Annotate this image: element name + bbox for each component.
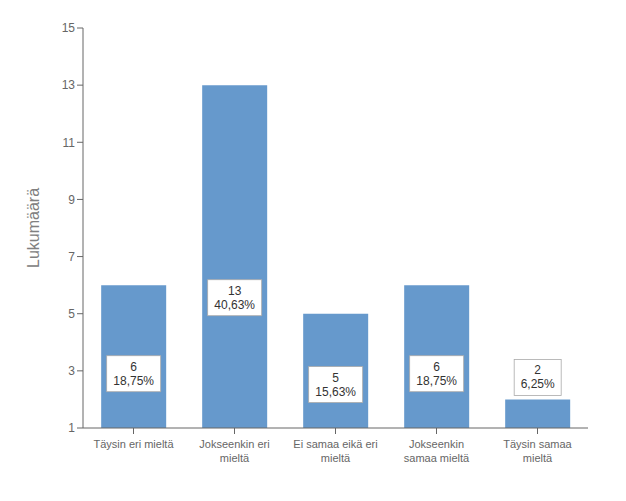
svg-text:1340,63%: 1340,63% — [214, 284, 255, 312]
svg-text:Jokseenkin erimieltä: Jokseenkin erimieltä — [199, 438, 269, 464]
svg-text:Lukumäärä: Lukumäärä — [25, 188, 42, 268]
svg-text:618,75%: 618,75% — [416, 360, 457, 388]
svg-text:7: 7 — [68, 250, 75, 264]
svg-text:15: 15 — [62, 21, 76, 35]
svg-text:13: 13 — [62, 78, 76, 92]
svg-text:26,25%: 26,25% — [521, 363, 555, 391]
svg-text:1: 1 — [68, 421, 75, 435]
svg-text:618,75%: 618,75% — [113, 360, 154, 388]
svg-text:Täysin samaamieltä: Täysin samaamieltä — [503, 438, 572, 464]
svg-text:11: 11 — [63, 136, 76, 150]
svg-text:Jokseenkinsamaa mieltä: Jokseenkinsamaa mieltä — [404, 438, 470, 464]
svg-text:515,63%: 515,63% — [315, 371, 356, 399]
svg-text:5: 5 — [68, 307, 75, 321]
svg-text:Ei samaa eikä erimieltä: Ei samaa eikä erimieltä — [293, 438, 377, 464]
svg-text:3: 3 — [68, 364, 75, 378]
svg-text:9: 9 — [68, 193, 75, 207]
svg-text:Täysin eri mieltä: Täysin eri mieltä — [93, 438, 174, 450]
